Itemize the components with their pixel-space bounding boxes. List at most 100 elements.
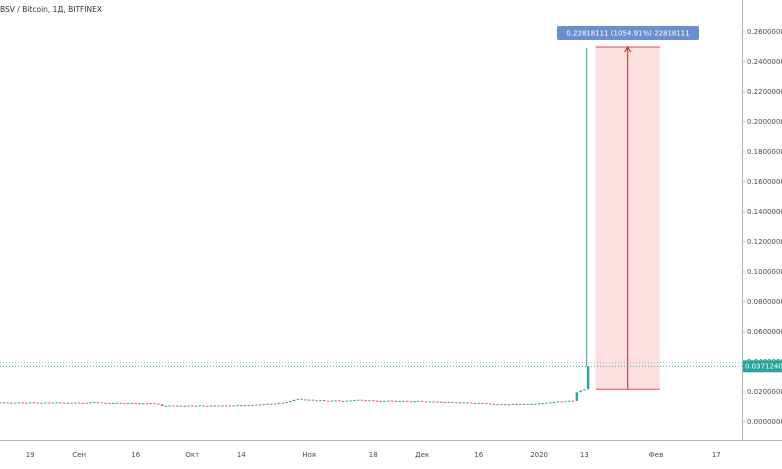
candle <box>413 401 416 403</box>
candle <box>221 405 224 407</box>
candle <box>243 405 247 407</box>
y-tick-label: 0.20000000 <box>747 118 782 126</box>
candle <box>583 389 586 391</box>
candle <box>142 403 145 405</box>
x-tick-label: 18 <box>369 451 378 459</box>
candle <box>458 402 462 404</box>
candle <box>511 403 514 405</box>
candle <box>187 405 190 407</box>
candle <box>126 403 130 405</box>
candle <box>130 402 134 404</box>
x-tick-label: 17 <box>712 451 721 459</box>
candle <box>179 405 183 407</box>
candle <box>575 392 579 401</box>
chart-title: BSV / Bitcoin, 1Д, BITFINEX <box>0 5 102 14</box>
candle <box>560 401 563 403</box>
candle <box>319 400 322 402</box>
candle <box>277 402 281 404</box>
candle <box>145 403 149 405</box>
candle <box>119 402 122 404</box>
candle <box>47 402 51 404</box>
candle <box>138 403 141 405</box>
candle <box>44 402 47 404</box>
candle <box>232 405 235 407</box>
candle <box>213 405 217 407</box>
candle <box>507 404 511 406</box>
candle <box>240 405 243 407</box>
candle <box>281 402 284 404</box>
candle <box>55 402 58 404</box>
candle <box>447 401 450 403</box>
candle <box>28 402 32 404</box>
candle <box>552 401 556 403</box>
candle <box>266 403 269 405</box>
candle <box>534 403 537 405</box>
candle <box>466 402 469 404</box>
candle <box>323 400 326 402</box>
x-tick-label: Окт <box>185 451 199 459</box>
candle <box>217 405 220 407</box>
candle <box>206 405 209 407</box>
candle <box>111 402 115 404</box>
x-tick-label: 13 <box>580 451 589 459</box>
candle <box>300 398 303 400</box>
candle <box>134 402 137 404</box>
candle <box>123 403 126 405</box>
candle <box>530 403 533 405</box>
candle <box>387 400 390 402</box>
candle <box>13 402 17 404</box>
candle <box>443 402 447 404</box>
candle <box>59 402 62 404</box>
candle <box>247 405 251 407</box>
candle <box>108 402 111 404</box>
candle <box>262 404 266 406</box>
y-tick-label: 0.16000000 <box>747 178 782 186</box>
candle <box>21 402 24 404</box>
candle <box>104 402 107 404</box>
x-tick-label: 16 <box>474 451 483 459</box>
candle <box>209 405 213 407</box>
x-tick-label: Сен <box>72 451 86 459</box>
candle <box>36 402 39 404</box>
candle <box>579 390 582 393</box>
candle <box>379 400 382 402</box>
candle <box>541 403 545 405</box>
candle <box>341 400 345 402</box>
candle <box>296 398 300 400</box>
candle <box>368 400 371 402</box>
candle <box>417 400 420 402</box>
y-tick-label: 0.24000000 <box>747 58 782 66</box>
candle <box>394 400 398 402</box>
candle <box>334 400 337 402</box>
candle <box>390 400 394 402</box>
candle <box>25 402 28 404</box>
candle <box>149 403 152 405</box>
candle <box>586 366 590 390</box>
candle <box>526 403 529 405</box>
candle <box>424 401 428 403</box>
candle <box>85 402 88 404</box>
candle <box>10 402 13 404</box>
candle <box>157 403 160 405</box>
candle <box>285 402 288 404</box>
candle <box>89 402 92 404</box>
candle <box>81 402 85 404</box>
candle <box>93 402 96 404</box>
candle <box>330 400 333 402</box>
candle <box>74 402 77 404</box>
candle <box>225 405 228 407</box>
y-tick-label: 0.06000000 <box>747 328 782 336</box>
candle <box>292 399 296 401</box>
y-tick-label: 0.22000000 <box>747 88 782 96</box>
candle <box>375 400 379 402</box>
candle <box>462 402 465 404</box>
candle <box>194 405 198 407</box>
candle <box>0 402 2 404</box>
candle <box>522 403 526 405</box>
candle <box>477 402 480 404</box>
candle <box>503 404 507 406</box>
x-tick-label: Ноя <box>302 451 316 459</box>
x-tick-label: 14 <box>237 451 246 459</box>
candle <box>40 402 43 404</box>
